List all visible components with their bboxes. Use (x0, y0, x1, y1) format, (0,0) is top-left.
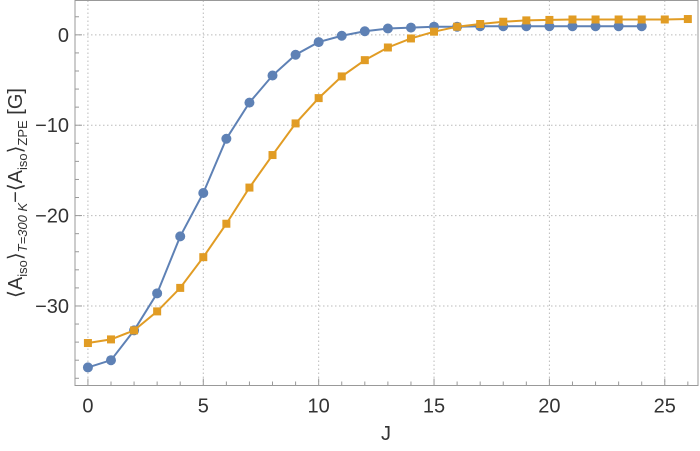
series-1-point (430, 27, 439, 36)
series-1-point (291, 119, 300, 128)
series-1-point (453, 22, 462, 31)
series-1-point (83, 339, 92, 348)
grid-lines (75, 0, 698, 386)
series-0-point (82, 362, 93, 373)
x-tick-label: 15 (423, 396, 445, 418)
series-1-point (499, 17, 508, 26)
series-0-point (152, 288, 163, 299)
y-tick-label: 0 (58, 25, 69, 47)
series-0-point (567, 21, 578, 32)
series-1-point (153, 307, 162, 316)
series-0-point (198, 188, 209, 198)
x-tick-label: 5 (198, 396, 209, 418)
series-1-point (222, 219, 231, 228)
series-1-point (545, 15, 554, 24)
series-0-point (313, 37, 324, 48)
series-0-point (636, 21, 647, 32)
series-1-point (637, 15, 646, 24)
series-1-point (591, 15, 600, 24)
series-1-point (360, 56, 369, 65)
series-1-point (176, 283, 185, 292)
series-0-line (87, 25, 642, 369)
series-0-point (175, 231, 186, 242)
x-tick-label: 0 (82, 396, 93, 418)
series-0-point (244, 97, 255, 108)
series-1-line (87, 18, 688, 345)
series-1-point (314, 94, 323, 103)
series-1-point (614, 15, 623, 24)
series-0-point (405, 22, 416, 33)
series-1-point (660, 15, 669, 24)
series-1-point (245, 183, 254, 192)
series-1-point (568, 15, 577, 24)
series-1-point (199, 253, 208, 262)
x-axis-label: J (381, 423, 391, 445)
series-1-point (337, 72, 346, 81)
series-group (82, 15, 692, 373)
series-0-point (336, 30, 347, 41)
series-0-point (613, 21, 624, 32)
x-tick-label: 20 (538, 396, 560, 418)
series-1-point (268, 151, 277, 160)
series-1-point (522, 16, 531, 25)
series-1-point (683, 15, 692, 24)
series-0-point (221, 133, 232, 144)
series-0-point (105, 355, 116, 366)
plot-frame (74, 0, 699, 386)
axis-ticks: 0 5 10 15 20 25 0 −10 −20 −30 (35, 16, 689, 418)
series-0-point (382, 23, 393, 34)
y-tick-label: −30 (35, 296, 69, 318)
series-1-point (406, 34, 415, 43)
y-tick-label: −20 (35, 206, 69, 228)
series-0-point (267, 70, 278, 81)
series-1-point (106, 335, 115, 344)
y-axis-label: ⟨Aiso⟩T=300 K−⟨Aiso⟩ZPE [G] (5, 88, 30, 298)
x-tick-label: 25 (654, 396, 676, 418)
series-0-point (359, 26, 370, 37)
y-tick-label: −10 (35, 115, 69, 137)
series-0-point (590, 21, 601, 32)
series-1-point (130, 326, 139, 335)
series-1-point (476, 19, 485, 28)
series-0-point (290, 49, 301, 60)
x-tick-label: 10 (308, 396, 330, 418)
series-1-point (383, 43, 392, 52)
